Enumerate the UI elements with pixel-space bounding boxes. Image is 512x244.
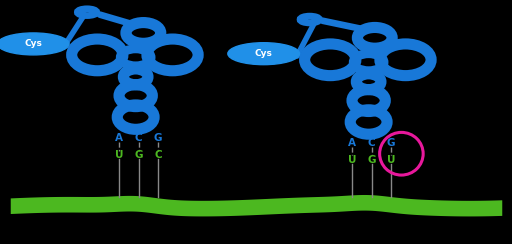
Text: G: G [387,138,395,148]
Text: C: C [368,138,375,148]
Text: C: C [155,150,162,160]
Text: A: A [115,133,123,143]
Text: Cys: Cys [25,40,42,48]
Text: A: A [348,138,356,148]
Text: G: G [154,133,162,143]
Text: G: G [135,150,143,160]
Text: G: G [368,155,376,165]
Ellipse shape [0,33,69,55]
Text: Cys: Cys [255,49,272,58]
Text: U: U [387,155,395,165]
Text: C: C [135,133,142,143]
Ellipse shape [228,43,300,65]
Text: U: U [115,150,123,160]
Text: U: U [348,155,356,165]
